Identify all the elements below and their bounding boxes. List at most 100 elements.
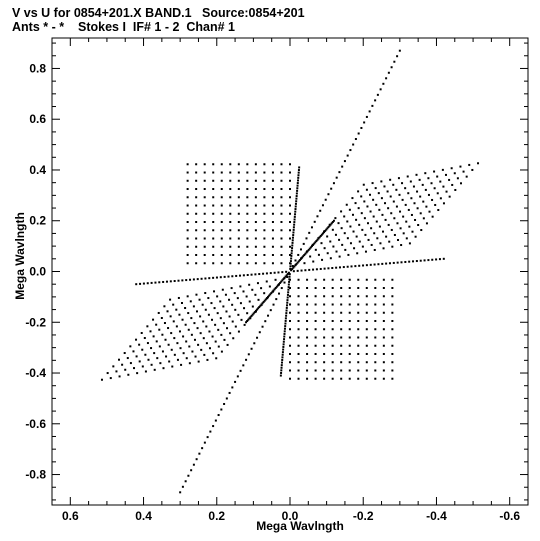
uv-point: [167, 327, 170, 330]
uv-point: [354, 265, 357, 268]
uv-point: [305, 237, 308, 240]
uv-point: [288, 275, 291, 278]
uv-point: [187, 474, 190, 477]
uv-point: [331, 286, 334, 289]
uv-point: [348, 369, 351, 372]
uv-point: [471, 168, 474, 171]
uv-point: [250, 273, 253, 276]
uv-point: [248, 283, 251, 286]
uv-point: [292, 231, 295, 234]
uv-point: [343, 215, 346, 218]
uv-point: [200, 348, 203, 351]
uv-point: [217, 414, 220, 417]
uv-point: [280, 188, 283, 191]
y-axis-label: Mega Wavlngth: [13, 212, 27, 300]
uv-point: [365, 115, 368, 118]
uv-point: [418, 178, 421, 181]
uv-point: [365, 278, 368, 281]
uv-point: [369, 193, 372, 196]
uv-point: [365, 319, 368, 322]
uv-point: [362, 264, 365, 267]
uv-point: [391, 245, 394, 248]
tick-marks: [52, 38, 528, 505]
uv-point: [365, 264, 368, 267]
uv-point: [212, 229, 215, 232]
uv-point: [292, 228, 295, 231]
uv-point: [295, 197, 298, 200]
uv-point: [286, 293, 289, 296]
uv-point: [296, 182, 299, 185]
uv-point: [167, 343, 170, 346]
uv-point: [382, 247, 385, 250]
x-tick-label: -0.6: [499, 509, 520, 523]
uv-point: [367, 238, 370, 241]
uv-point: [477, 162, 480, 165]
uv-point: [291, 264, 294, 267]
uv-point: [382, 319, 385, 322]
uv-point: [271, 254, 274, 257]
uv-point: [289, 352, 291, 355]
uv-point: [303, 262, 306, 265]
uv-point: [301, 256, 304, 259]
uv-point: [297, 174, 300, 177]
uv-point: [179, 491, 182, 494]
uv-point: [361, 245, 364, 248]
uv-point: [246, 204, 249, 207]
uv-point: [280, 221, 283, 224]
uv-point: [306, 295, 309, 298]
uv-point: [237, 313, 240, 316]
uv-point: [254, 179, 257, 182]
uv-point: [289, 171, 291, 174]
uv-point: [401, 198, 404, 201]
y-tick-label: 0.6: [29, 112, 46, 126]
uv-point: [291, 267, 294, 270]
uv-point: [172, 320, 175, 323]
uv-point: [377, 263, 380, 266]
uv-point: [249, 316, 252, 319]
uv-point: [357, 361, 360, 364]
uv-point: [271, 196, 274, 199]
uv-point: [331, 328, 334, 331]
uv-point: [234, 308, 237, 311]
uv-point: [306, 352, 309, 355]
uv-point: [235, 274, 238, 277]
uv-point: [245, 321, 248, 324]
uv-point: [263, 237, 266, 240]
uv-point: [171, 365, 174, 368]
uv-point: [289, 377, 291, 380]
uv-point: [263, 163, 266, 166]
uv-point: [203, 254, 206, 257]
uv-point: [246, 262, 249, 265]
uv-point: [287, 286, 290, 289]
uv-point: [261, 302, 264, 305]
uv-point: [181, 485, 184, 488]
uv-point: [379, 242, 382, 245]
uv-point: [243, 307, 246, 310]
uv-point: [177, 279, 180, 282]
uv-point: [323, 295, 326, 298]
uv-point: [344, 248, 347, 251]
uv-point: [161, 333, 164, 336]
x-tick-label: 0.0: [282, 509, 299, 523]
uv-point: [270, 292, 273, 295]
uv-point: [348, 377, 351, 380]
uv-point: [219, 276, 222, 279]
uv-point: [237, 212, 240, 215]
uv-point: [331, 267, 334, 270]
uv-point: [382, 328, 385, 331]
uv-point: [231, 386, 234, 389]
uv-point: [323, 267, 326, 270]
uv-point: [351, 197, 354, 200]
uv-point: [337, 222, 340, 225]
uv-point: [313, 242, 316, 245]
uv-point: [283, 338, 286, 341]
uv-point: [366, 205, 369, 208]
uv-point: [271, 290, 274, 293]
uv-point: [127, 373, 130, 376]
uv-point: [221, 288, 224, 291]
uv-point: [246, 273, 249, 276]
uv-point: [427, 177, 430, 180]
uv-point: [283, 281, 286, 284]
uv-point: [306, 369, 309, 372]
uv-point: [391, 286, 394, 289]
